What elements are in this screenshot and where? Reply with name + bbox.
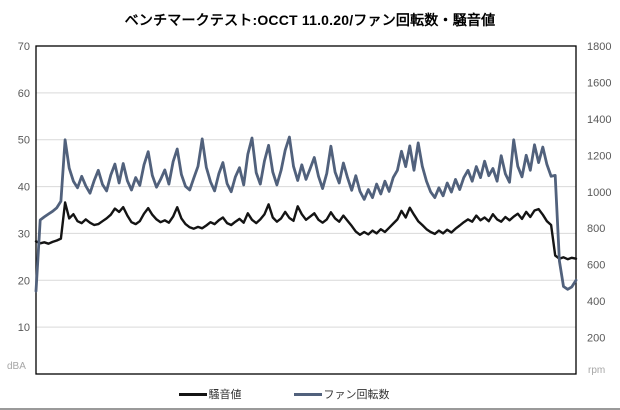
noise-series-line xyxy=(34,201,578,261)
fan-line-swatch xyxy=(293,392,322,396)
right-axis-unit-label: rpm xyxy=(588,365,606,376)
right-axis-tick: 400 xyxy=(587,296,605,308)
right-axis-tick: 1000 xyxy=(587,187,611,199)
legend-item-noise: 騒音値 xyxy=(178,386,242,402)
fan-legend-label: ファン回転数 xyxy=(323,389,390,401)
left-axis-tick: 30 xyxy=(18,228,30,240)
fan-series-line xyxy=(34,135,578,293)
noise-legend-label: 騒音値 xyxy=(208,389,242,401)
right-axis-tick: 600 xyxy=(587,260,605,272)
right-axis-tick: 1800 xyxy=(587,41,611,53)
right-axis-tick: 200 xyxy=(587,333,605,345)
right-axis-tick: 800 xyxy=(587,223,605,235)
right-axis-tick: 1600 xyxy=(587,77,611,89)
plot-border xyxy=(35,45,577,375)
legend-item-fan: ファン回転数 xyxy=(293,386,390,402)
chart-title: ベンチマークテスト:OCCT 11.0.20/ファン回転数・騒音値 xyxy=(124,12,496,28)
left-axis-tick: 70 xyxy=(18,41,30,53)
left-axis-tick: 10 xyxy=(18,322,30,334)
left-axis-unit-label: dBA xyxy=(7,361,26,372)
noise-line-swatch xyxy=(178,392,207,396)
legend: 騒音値 ファン回転数 xyxy=(0,386,594,402)
right-axis-tick: 1400 xyxy=(587,114,611,126)
left-axis-tick: 20 xyxy=(18,275,30,287)
left-axis-tick: 40 xyxy=(18,182,30,194)
left-axis-tick: 60 xyxy=(18,88,30,100)
right-axis-tick: 1200 xyxy=(587,150,611,162)
left-axis-tick: 50 xyxy=(18,135,30,147)
